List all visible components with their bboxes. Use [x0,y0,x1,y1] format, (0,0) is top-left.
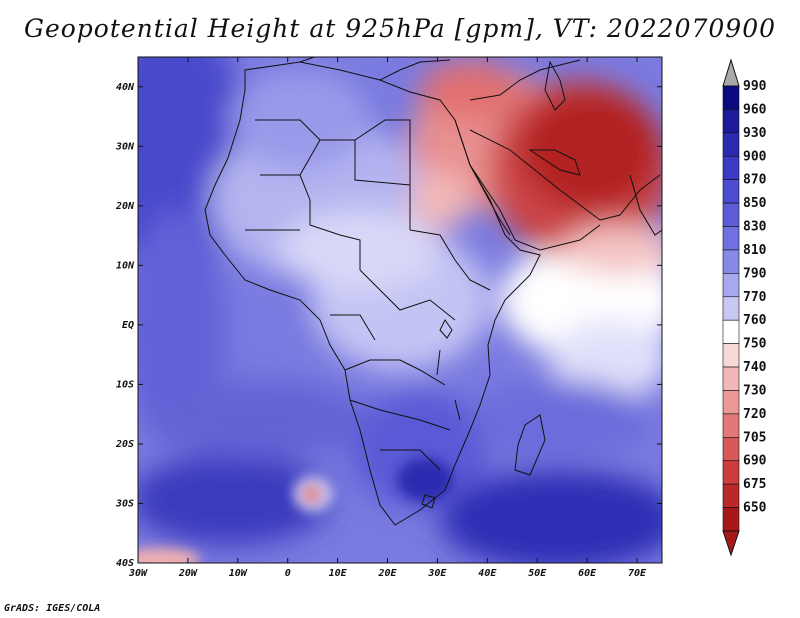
colorbar-swatch [722,507,740,532]
colorbar-label: 720 [743,407,767,422]
lat-tick-label: 40S [116,558,134,569]
colorbar-label: 760 [743,313,767,328]
colorbar-swatch [722,132,740,157]
colorbar-label: 810 [743,243,767,258]
lat-tick-label: 20N [115,201,135,212]
lon-tick-label: 40E [478,568,497,579]
colorbar-swatch [722,413,740,438]
colorbar-swatch [722,273,740,298]
colorbar-label: 930 [743,126,767,141]
map-title: Geopotential Height at 925hPa [gpm], VT:… [23,14,777,43]
colorbar-swatch [722,460,740,485]
colorbar-label: 900 [743,149,767,164]
lon-tick-label: 0 [285,568,291,579]
lon-tick-label: 10W [229,568,248,579]
colorbar-swatch [722,319,740,344]
colorbar-swatch [722,390,740,415]
colorbar-swatch [722,296,740,321]
lon-tick-label: 30E [427,568,447,579]
lon-tick-label: 60E [578,568,597,579]
colorbar-label: 870 [743,173,767,188]
lon-tick-label: 10E [329,568,348,579]
lat-tick-label: 10N [116,260,135,271]
lat-tick-label: 20S [115,439,134,450]
lat-tick-label: 10S [116,379,134,390]
height-field [138,57,662,563]
colorbar-label: 770 [743,290,767,305]
colorbar-label: 850 [743,196,767,211]
colorbar-label: 730 [743,383,767,398]
colorbar-label: 740 [743,360,767,375]
colorbar-swatch [722,226,740,251]
colorbar: 990 960 930 900 870 850 830 810 790 770 760 750 740 7… [722,58,767,557]
colorbar-under-triangle [722,530,740,557]
colorbar-swatch [722,85,740,110]
colorbar-swatch [722,343,740,368]
lon-tick-label: 50E [528,568,547,579]
colorbar-label: 790 [743,266,767,281]
colorbar-label: 690 [743,454,767,469]
colorbar-swatch [722,437,740,462]
lat-tick-label: 40N [116,82,135,93]
lat-tick-label: 30N [115,141,135,152]
colorbar-swatch [722,483,740,508]
colorbar-label: 705 [743,430,766,445]
colorbar-label: 675 [743,477,766,492]
colorbar-over-triangle [722,58,740,87]
colorbar-swatch [722,202,740,227]
axis-ticks: 30W 20W 10W 0 10E 20E 30E 40E 50E 60E 70E 40N 30N 20N… [115,57,662,579]
colorbar-swatch [722,366,740,391]
colorbar-label: 990 [743,79,767,94]
colorbar-swatch [722,109,740,134]
lon-tick-label: 20W [178,568,198,579]
credit-text: GrADS: IGES/COLA [4,603,101,614]
lat-tick-label: 30S [115,498,134,509]
colorbar-label: 960 [743,102,767,117]
colorbar-label: 650 [743,501,767,516]
colorbar-label: 830 [743,220,767,235]
map-frame [137,56,663,564]
colorbar-swatch [722,249,740,274]
coastlines [204,57,662,526]
lon-tick-label: 30W [128,568,148,579]
colorbar-label: 750 [743,337,767,352]
colorbar-swatch [722,155,740,180]
lat-tick-label: EQ [122,320,134,331]
colorbar-swatch [722,179,740,204]
lon-tick-label: 20E [377,568,397,579]
lon-tick-label: 70E [628,568,647,579]
